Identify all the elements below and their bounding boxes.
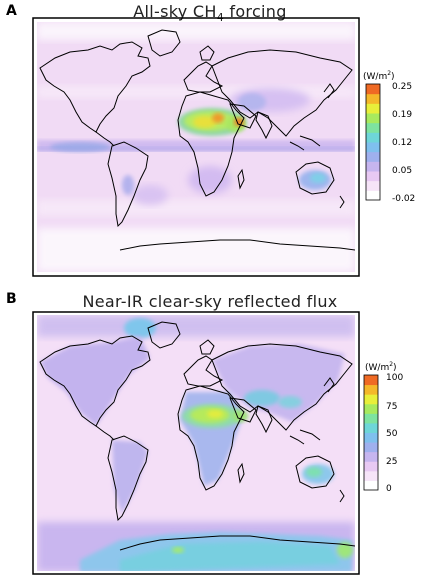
colorbar-swatch xyxy=(366,93,380,104)
colorbar-swatch xyxy=(366,84,380,95)
colorbar-tick: 100 xyxy=(386,373,404,383)
colorbar-swatch xyxy=(366,190,380,201)
colorbar-swatch xyxy=(366,171,380,182)
colorbar-swatch xyxy=(364,470,378,481)
map-frame xyxy=(32,311,360,575)
coastlines-a xyxy=(39,29,355,251)
colorbar-swatch xyxy=(366,122,380,133)
map-a xyxy=(32,17,381,277)
colorbar-tick: 0.25 xyxy=(392,82,413,92)
title-main: All-sky CH xyxy=(133,2,217,21)
colorbar-tick: 50 xyxy=(386,429,398,439)
colorbar-b-unit: (W/m2) xyxy=(365,361,397,373)
colorbar-swatch xyxy=(366,161,380,172)
colorbar-border xyxy=(365,83,381,201)
colorbar-tick: 0 xyxy=(386,484,392,494)
colorbar-swatch xyxy=(364,375,378,386)
colorbar-swatch xyxy=(364,422,378,433)
colorbar-swatch xyxy=(366,180,380,191)
map-frame xyxy=(32,17,360,277)
forcing-field xyxy=(37,22,355,272)
panel-a: A All-sky CH4 forcing xyxy=(0,0,425,285)
colorbar-swatch xyxy=(364,432,378,443)
map-b xyxy=(32,311,379,575)
panel-title: Near-IR clear-sky reflected flux xyxy=(82,292,338,311)
colorbar-swatch xyxy=(364,442,378,453)
colorbar-tick: 0.19 xyxy=(392,110,413,120)
flux-field xyxy=(37,315,355,571)
colorbar-swatch xyxy=(364,451,378,462)
panel-b: B Near-IR clear-sky reflected flux xyxy=(0,288,425,575)
colorbar-swatch xyxy=(364,461,378,472)
colorbar-swatch xyxy=(366,142,380,153)
coastlines-b xyxy=(39,321,355,551)
colorbar-swatch xyxy=(364,384,378,395)
colorbar-a xyxy=(365,83,381,201)
colorbar-swatch xyxy=(364,403,378,414)
title-tail: forcing xyxy=(224,2,287,21)
colorbar-swatch xyxy=(366,151,380,162)
panel-label: B xyxy=(6,291,17,307)
colorbar-border xyxy=(363,374,379,491)
colorbar-tick: -0.02 xyxy=(392,194,416,204)
colorbar-tick: 0.12 xyxy=(392,138,413,148)
colorbar-swatch xyxy=(366,103,380,114)
colorbar-a-unit: (W/m2) xyxy=(363,70,395,82)
colorbar-tick: 25 xyxy=(386,457,398,467)
colorbar-tick: 75 xyxy=(386,402,398,412)
colorbar-b xyxy=(363,374,379,491)
colorbar-swatch xyxy=(366,132,380,143)
colorbar-swatch xyxy=(364,413,378,424)
colorbar-tick: 0.05 xyxy=(392,166,413,176)
panel-label: A xyxy=(6,3,17,19)
colorbar-swatch xyxy=(364,394,378,405)
colorbar-swatch xyxy=(364,480,378,491)
colorbar-swatch xyxy=(366,113,380,124)
